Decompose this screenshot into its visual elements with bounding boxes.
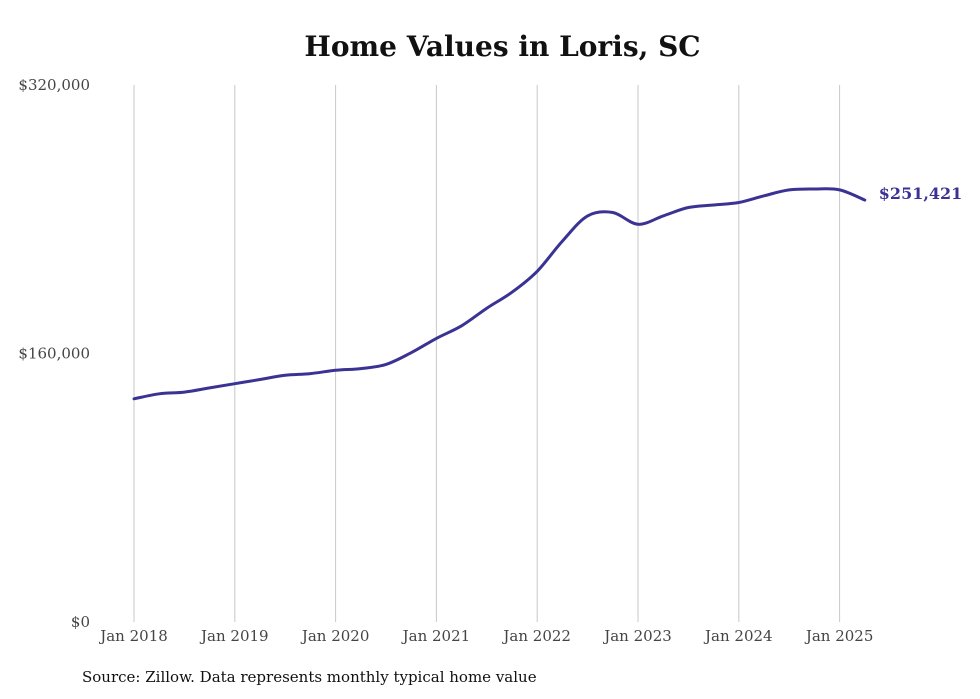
x-tick-label: Jan 2023 [602,627,672,645]
vertical-gridlines [133,85,841,622]
source-note: Source: Zillow. Data represents monthly … [82,668,537,686]
home-value-line [132,187,867,401]
y-axis-tick-labels: $0 $160,000 $320,000 [18,76,90,631]
x-tick-label: Jan 2025 [804,627,874,645]
latest-value-label: $251,421 [879,184,963,203]
x-axis-tick-labels: Jan 2018 Jan 2019 Jan 2020 Jan 2021 Jan 2022… [98,627,873,645]
chart-title: Home Values in Loris, SC [304,30,701,63]
y-tick-label: $0 [71,613,90,631]
x-tick-label: Jan 2021 [401,627,471,645]
y-tick-label: $320,000 [18,76,90,94]
x-tick-label: Jan 2020 [300,627,370,645]
x-tick-label: Jan 2018 [98,627,168,645]
x-tick-label: Jan 2019 [199,627,269,645]
y-tick-label: $160,000 [18,345,90,363]
x-tick-label: Jan 2024 [703,627,773,645]
x-tick-label: Jan 2022 [501,627,571,645]
